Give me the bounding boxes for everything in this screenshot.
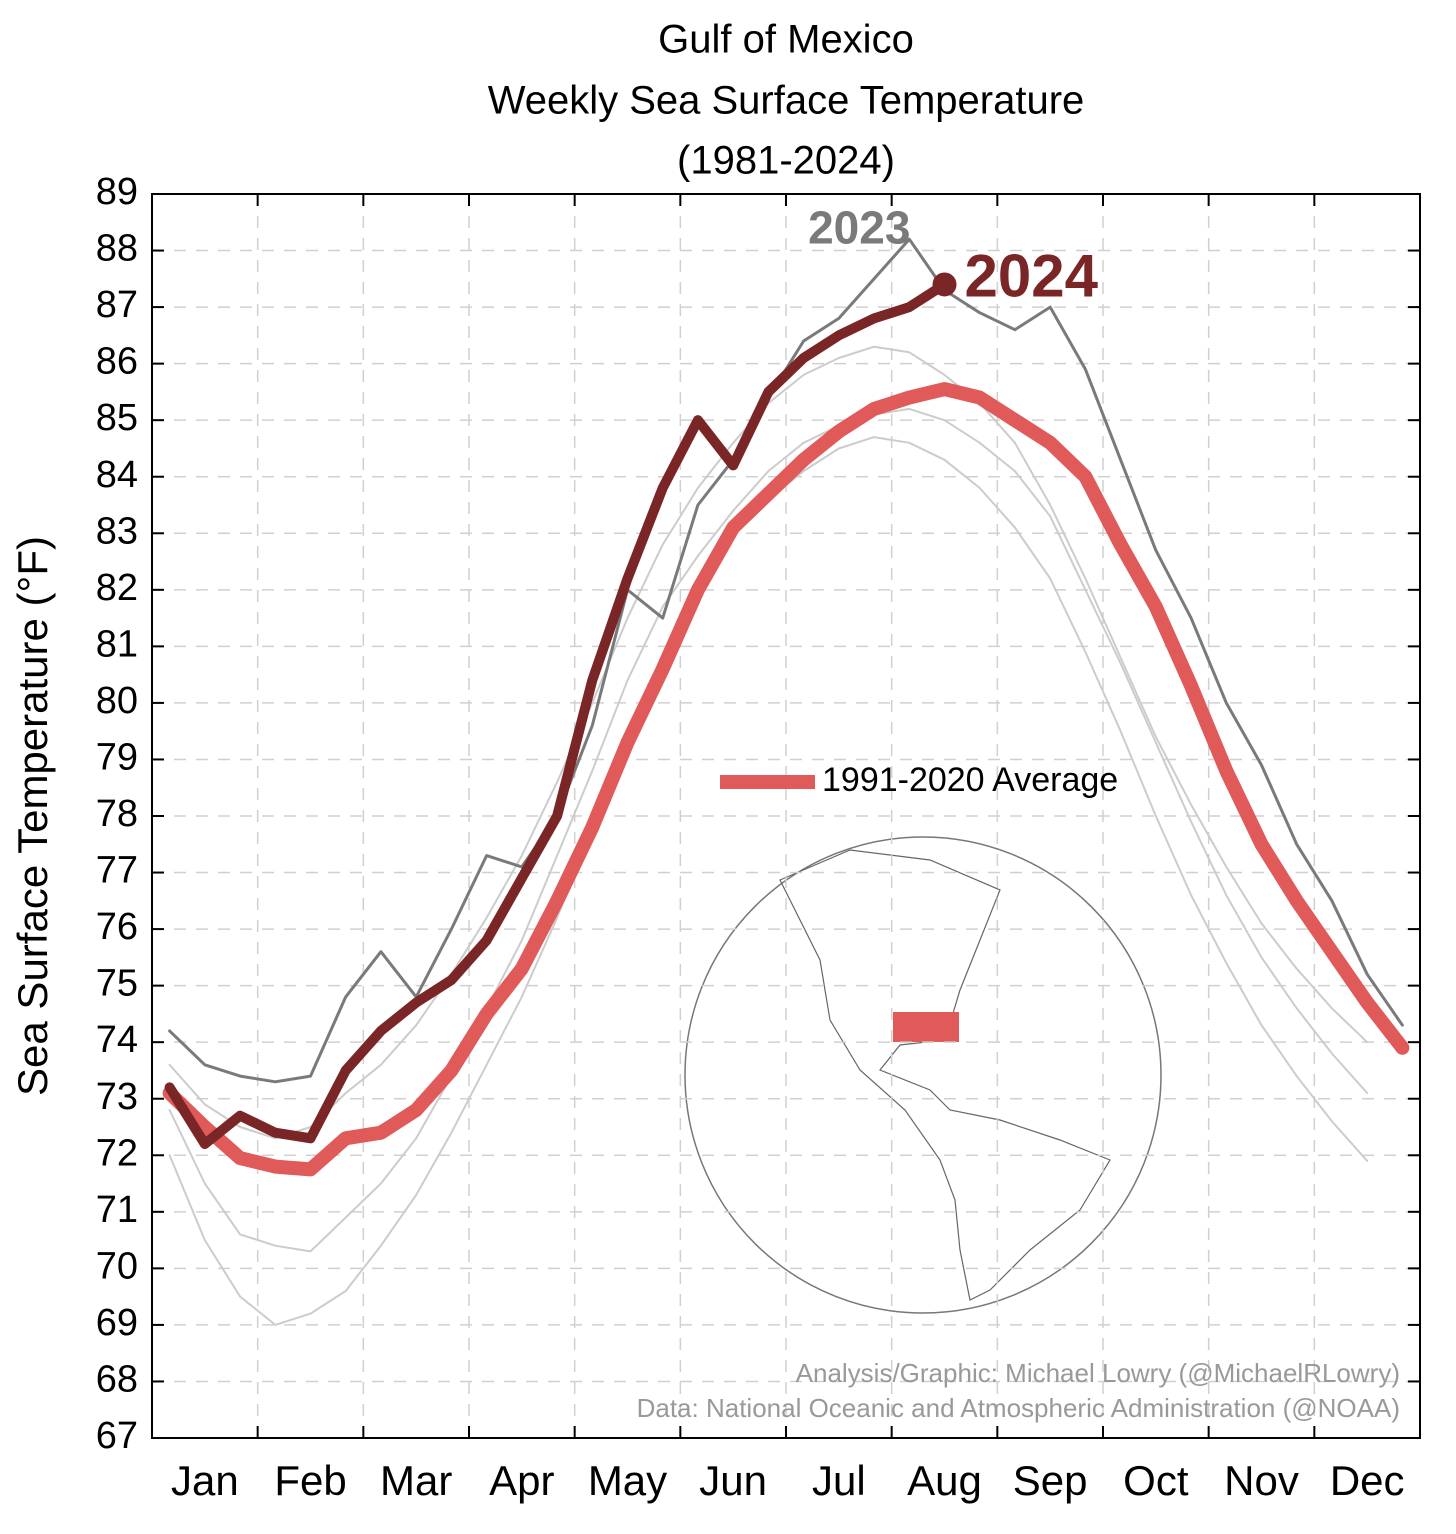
x-tick-label: Oct	[1123, 1457, 1189, 1504]
chart-title: Gulf of Mexico	[658, 18, 914, 62]
y-tick-label: 83	[96, 510, 138, 552]
y-tick-label: 76	[96, 906, 138, 948]
y-tick-label: 85	[96, 397, 138, 439]
y-tick-label: 82	[96, 567, 138, 609]
source: Data: National Oceanic and Atmospheric A…	[637, 1393, 1400, 1423]
credit: Analysis/Graphic: Michael Lowry (@Michae…	[796, 1358, 1400, 1388]
x-tick-label: Apr	[489, 1457, 554, 1504]
chart-period: (1981-2024)	[677, 139, 895, 183]
legend-label: 1991-2020 Average	[822, 761, 1118, 799]
y-tick-label: 89	[96, 171, 138, 213]
chart-subtitle: Weekly Sea Surface Temperature	[488, 79, 1085, 123]
continent-outline	[779, 849, 1111, 1301]
y-tick-label: 73	[96, 1076, 138, 1118]
y-tick-label: 79	[96, 736, 138, 778]
y-tick-label: 69	[96, 1302, 138, 1344]
x-tick-label: Nov	[1224, 1457, 1299, 1504]
globe-inset	[684, 836, 1162, 1314]
x-tick-label: Jun	[699, 1457, 767, 1504]
gulf-region	[893, 1012, 959, 1042]
y-tick-label: 70	[96, 1245, 138, 1287]
x-tick-label: Sep	[1013, 1457, 1088, 1504]
y-tick-label: 67	[96, 1415, 138, 1457]
series-line	[164, 279, 950, 1149]
x-tick-label: Jan	[171, 1457, 239, 1504]
y-tick-label: 77	[96, 850, 138, 892]
y-axis-label: Sea Surface Temperature (°F)	[9, 536, 56, 1096]
y-tick-label: 72	[96, 1132, 138, 1174]
y-tick-label: 88	[96, 228, 138, 270]
y-tick-label: 78	[96, 793, 138, 835]
end-point	[932, 272, 957, 297]
x-tick-label: Jul	[812, 1457, 866, 1504]
y-tick-label: 68	[96, 1358, 138, 1400]
y-tick-label: 81	[96, 623, 138, 665]
y-tick-label: 84	[96, 454, 138, 496]
y-tick-label: 74	[96, 1019, 138, 1061]
x-tick-label: May	[588, 1457, 667, 1504]
x-tick-label: Mar	[380, 1457, 452, 1504]
globe-outline	[684, 836, 1162, 1314]
series-line	[162, 382, 1410, 1177]
series-annotation: 2024	[965, 242, 1099, 309]
y-tick-label: 87	[96, 284, 138, 326]
x-tick-label: Dec	[1330, 1457, 1405, 1504]
series-line	[168, 407, 1369, 1253]
x-tick-label: Feb	[274, 1457, 346, 1504]
series-annotation: 2023	[808, 201, 910, 253]
y-tick-label: 75	[96, 963, 138, 1005]
y-tick-label: 80	[96, 680, 138, 722]
x-tick-label: Aug	[907, 1457, 982, 1504]
y-tick-label: 71	[96, 1189, 138, 1231]
y-tick-label: 86	[96, 341, 138, 383]
plot-frame	[151, 193, 1421, 1439]
